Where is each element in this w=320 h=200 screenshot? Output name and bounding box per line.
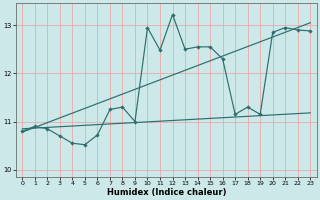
X-axis label: Humidex (Indice chaleur): Humidex (Indice chaleur) [107,188,226,197]
